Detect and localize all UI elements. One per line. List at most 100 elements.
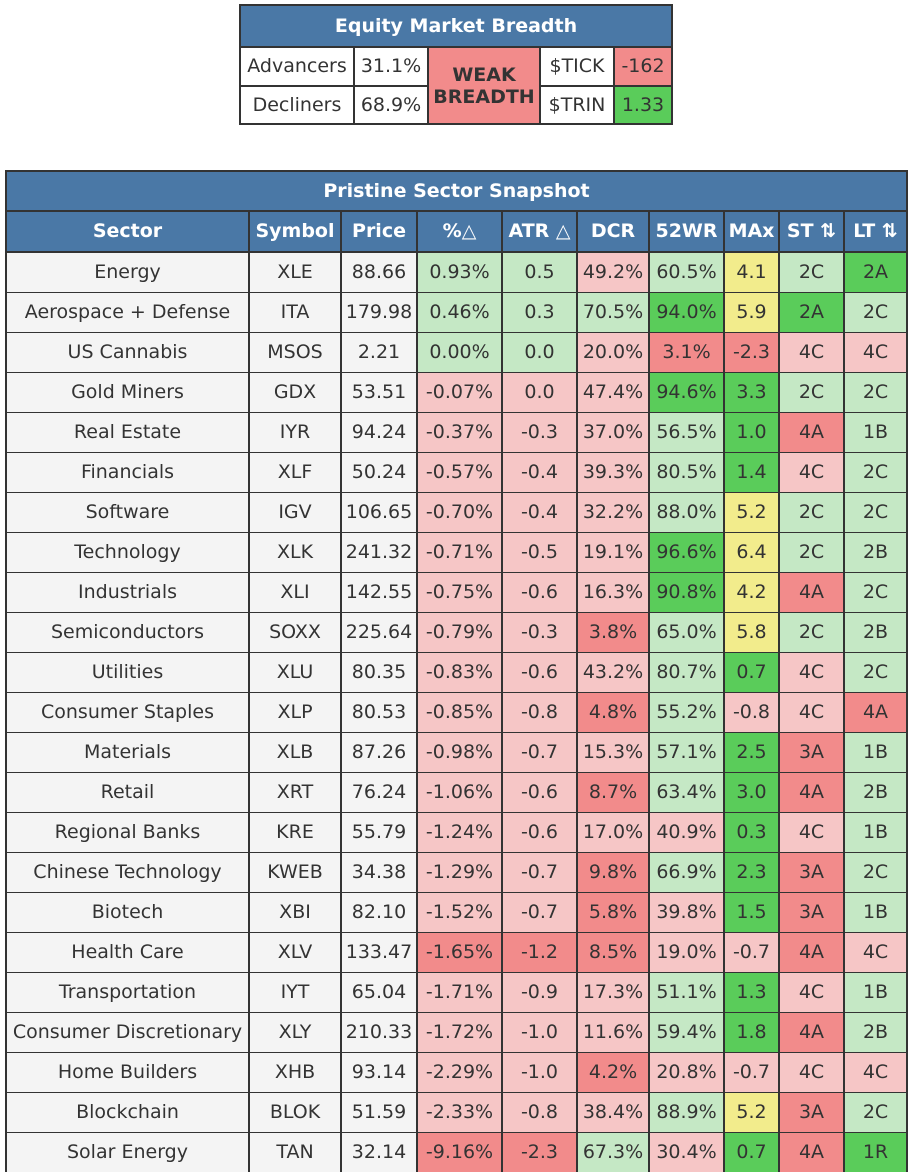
sector-snapshot-table: Pristine Sector Snapshot Sector Symbol Pri… bbox=[5, 170, 908, 1172]
cell-symbol: XLF bbox=[250, 453, 340, 492]
cell-atr-change: -0.4 bbox=[503, 493, 576, 532]
cell-atr-change: -0.6 bbox=[503, 813, 576, 852]
cell-sector: Software bbox=[7, 493, 248, 532]
cell-lt-trend: 1B bbox=[845, 893, 906, 932]
cell-st-trend: 4C bbox=[780, 333, 843, 372]
cell-pct-change: 0.46% bbox=[418, 293, 501, 332]
cell-price: 88.66 bbox=[342, 253, 416, 292]
cell-atr-change: -0.8 bbox=[503, 1093, 576, 1132]
cell-dcr: 17.3% bbox=[578, 973, 648, 1012]
cell-pct-change: -0.57% bbox=[418, 453, 501, 492]
breadth-status: WEAK BREADTH bbox=[429, 48, 539, 123]
cell-dcr: 37.0% bbox=[578, 413, 648, 452]
cell-dcr: 17.0% bbox=[578, 813, 648, 852]
cell-52wr: 66.9% bbox=[650, 853, 723, 892]
cell-dcr: 43.2% bbox=[578, 653, 648, 692]
cell-lt-trend: 2B bbox=[845, 773, 906, 812]
cell-pct-change: -0.79% bbox=[418, 613, 501, 652]
cell-symbol: IYT bbox=[250, 973, 340, 1012]
cell-st-trend: 4C bbox=[780, 453, 843, 492]
cell-pct-change: -1.29% bbox=[418, 853, 501, 892]
cell-atr-change: -0.9 bbox=[503, 973, 576, 1012]
cell-pct-change: 0.00% bbox=[418, 333, 501, 372]
cell-symbol: XLP bbox=[250, 693, 340, 732]
cell-sector: Blockchain bbox=[7, 1093, 248, 1132]
cell-dcr: 9.8% bbox=[578, 853, 648, 892]
cell-52wr: 80.5% bbox=[650, 453, 723, 492]
cell-pct-change: -1.72% bbox=[418, 1013, 501, 1052]
cell-st-trend: 4C bbox=[780, 813, 843, 852]
cell-symbol: KRE bbox=[250, 813, 340, 852]
cell-st-trend: 4A bbox=[780, 773, 843, 812]
cell-max: 5.8 bbox=[725, 613, 778, 652]
cell-atr-change: -0.7 bbox=[503, 853, 576, 892]
cell-sector: US Cannabis bbox=[7, 333, 248, 372]
cell-lt-trend: 4C bbox=[845, 933, 906, 972]
cell-dcr: 8.7% bbox=[578, 773, 648, 812]
cell-atr-change: -1.0 bbox=[503, 1053, 576, 1092]
cell-max: 1.5 bbox=[725, 893, 778, 932]
cell-pct-change: -0.83% bbox=[418, 653, 501, 692]
cell-symbol: SOXX bbox=[250, 613, 340, 652]
cell-symbol: MSOS bbox=[250, 333, 340, 372]
cell-price: 50.24 bbox=[342, 453, 416, 492]
cell-52wr: 20.8% bbox=[650, 1053, 723, 1092]
cell-st-trend: 4C bbox=[780, 693, 843, 732]
cell-price: 51.59 bbox=[342, 1093, 416, 1132]
cell-symbol: TAN bbox=[250, 1133, 340, 1172]
cell-pct-change: -0.85% bbox=[418, 693, 501, 732]
cell-atr-change: -0.7 bbox=[503, 893, 576, 932]
cell-sector: Financials bbox=[7, 453, 248, 492]
cell-lt-trend: 2C bbox=[845, 653, 906, 692]
cell-52wr: 30.4% bbox=[650, 1133, 723, 1172]
cell-dcr: 49.2% bbox=[578, 253, 648, 292]
cell-max: 2.5 bbox=[725, 733, 778, 772]
cell-price: 210.33 bbox=[342, 1013, 416, 1052]
cell-st-trend: 3A bbox=[780, 1093, 843, 1132]
cell-52wr: 94.0% bbox=[650, 293, 723, 332]
column-header-price: Price bbox=[342, 212, 416, 251]
column-header-max: MAx bbox=[725, 212, 778, 251]
cell-pct-change: -1.52% bbox=[418, 893, 501, 932]
cell-max: -2.3 bbox=[725, 333, 778, 372]
cell-atr-change: -0.3 bbox=[503, 413, 576, 452]
cell-max: 0.3 bbox=[725, 813, 778, 852]
cell-max: 6.4 bbox=[725, 533, 778, 572]
cell-price: 65.04 bbox=[342, 973, 416, 1012]
cell-symbol: ITA bbox=[250, 293, 340, 332]
cell-symbol: XLB bbox=[250, 733, 340, 772]
trin-value: 1.33 bbox=[615, 87, 671, 123]
cell-atr-change: 0.3 bbox=[503, 293, 576, 332]
cell-atr-change: -0.6 bbox=[503, 653, 576, 692]
cell-st-trend: 3A bbox=[780, 893, 843, 932]
cell-symbol: IGV bbox=[250, 493, 340, 532]
cell-st-trend: 4C bbox=[780, 973, 843, 1012]
column-header-52wr: 52WR bbox=[650, 212, 723, 251]
cell-pct-change: -0.37% bbox=[418, 413, 501, 452]
cell-sector: Technology bbox=[7, 533, 248, 572]
cell-pct-change: -0.07% bbox=[418, 373, 501, 412]
cell-52wr: 80.7% bbox=[650, 653, 723, 692]
cell-atr-change: -1.2 bbox=[503, 933, 576, 972]
cell-sector: Retail bbox=[7, 773, 248, 812]
cell-st-trend: 3A bbox=[780, 853, 843, 892]
cell-sector: Real Estate bbox=[7, 413, 248, 452]
cell-symbol: XLK bbox=[250, 533, 340, 572]
cell-lt-trend: 2C bbox=[845, 573, 906, 612]
cell-price: 53.51 bbox=[342, 373, 416, 412]
cell-price: 179.98 bbox=[342, 293, 416, 332]
cell-lt-trend: 2B bbox=[845, 1013, 906, 1052]
cell-max: -0.8 bbox=[725, 693, 778, 732]
decliners-value: 68.9% bbox=[355, 87, 427, 123]
cell-st-trend: 4C bbox=[780, 653, 843, 692]
cell-lt-trend: 4C bbox=[845, 333, 906, 372]
cell-52wr: 57.1% bbox=[650, 733, 723, 772]
cell-sector: Consumer Staples bbox=[7, 693, 248, 732]
cell-lt-trend: 1B bbox=[845, 813, 906, 852]
cell-max: 5.2 bbox=[725, 1093, 778, 1132]
cell-pct-change: -2.33% bbox=[418, 1093, 501, 1132]
cell-52wr: 90.8% bbox=[650, 573, 723, 612]
cell-lt-trend: 1B bbox=[845, 973, 906, 1012]
advancers-label: Advancers bbox=[241, 48, 353, 85]
cell-52wr: 39.8% bbox=[650, 893, 723, 932]
